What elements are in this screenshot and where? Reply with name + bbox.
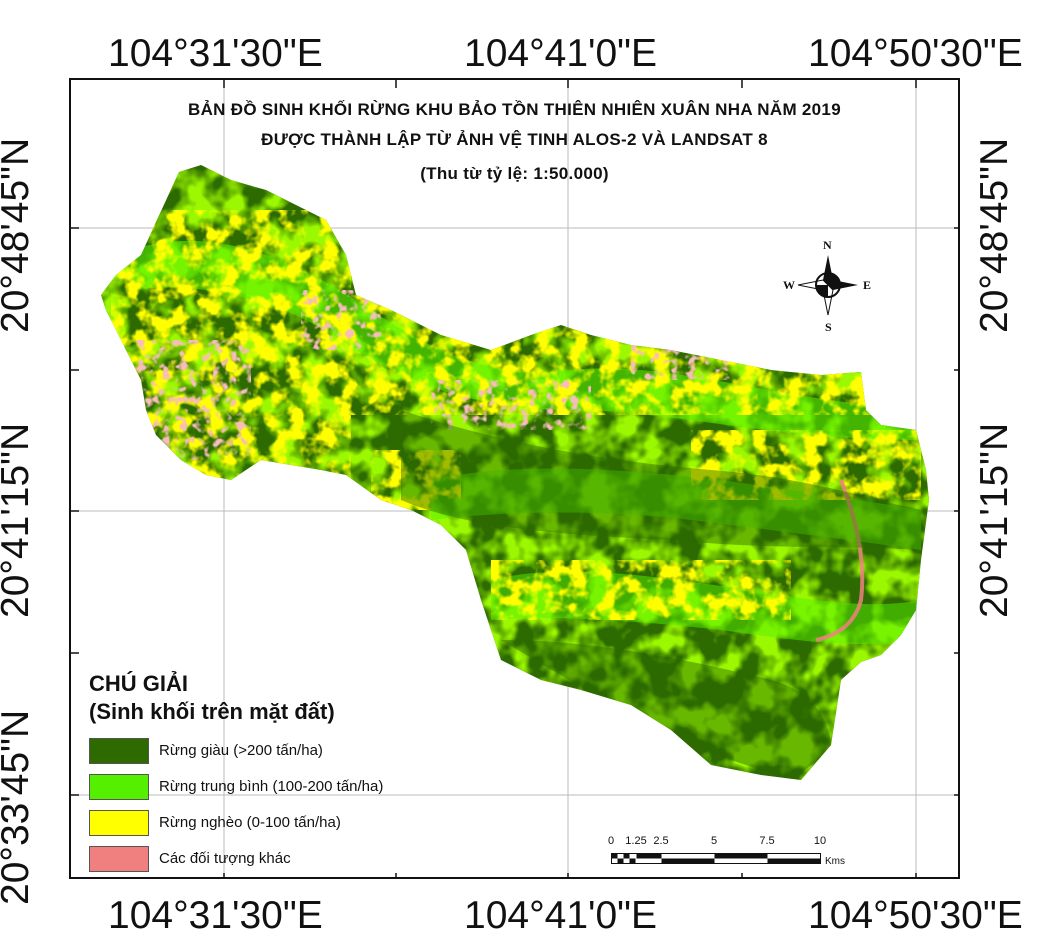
map-frame: BẢN ĐỒ SINH KHỐI RỪNG KHU BẢO TỒN THIÊN … (69, 78, 960, 879)
compass-s: S (825, 320, 832, 334)
map-title-line1: BẢN ĐỒ SINH KHỐI RỪNG KHU BẢO TỒN THIÊN … (188, 100, 841, 119)
lon-label-bottom-1: 104°31'30"E (108, 894, 323, 937)
legend-title: CHÚ GIẢI (89, 671, 188, 696)
scale-tick-0: 0 (607, 835, 615, 847)
lat-label-right-2: 20°41'15"N (973, 422, 1016, 618)
lat-label-left-1: 20°48'45"N (0, 137, 37, 333)
lat-label-left-3: 20°33'45"N (0, 709, 37, 905)
legend-subtitle: (Sinh khối trên mặt đất) (89, 698, 335, 724)
lon-label-top-2: 104°41'0"E (464, 32, 658, 75)
legend-label-rich: Rừng giàu (>200 tấn/ha) (159, 742, 323, 759)
lon-label-bottom-3: 104°50'30"E (808, 894, 1023, 937)
map-title-scale: (Thu từ tỷ lệ: 1:50.000) (420, 164, 609, 183)
north-arrow-icon: N S E W (783, 238, 873, 334)
scale-bar-graphic (611, 853, 821, 864)
compass-e: E (863, 278, 872, 292)
legend-swatch-medium (89, 774, 149, 800)
scale-tick-3: 5 (710, 835, 718, 847)
legend: CHÚ GIẢI (Sinh khối trên mặt đất) Rừng g… (89, 670, 469, 872)
lon-label-top-3: 104°50'30"E (808, 32, 1023, 75)
lat-label-right-1: 20°48'45"N (973, 137, 1016, 333)
scale-tick-4: 7.5 (759, 835, 775, 847)
scale-bar: 0 1.25 2.5 5 7.5 10 Kms (607, 835, 899, 875)
legend-label-medium: Rừng trung bình (100-200 tấn/ha) (159, 778, 384, 795)
scale-units: Kms (825, 856, 845, 867)
legend-swatch-poor (89, 810, 149, 836)
scale-tick-1: 1.25 (625, 835, 647, 847)
lon-label-top-1: 104°31'30"E (108, 32, 323, 75)
legend-label-poor: Rừng nghèo (0-100 tấn/ha) (159, 814, 341, 831)
legend-swatch-other (89, 846, 149, 872)
scale-tick-5: 10 (813, 835, 827, 847)
compass-n: N (823, 238, 832, 252)
scale-tick-2: 2.5 (653, 835, 669, 847)
biomass-area (101, 165, 929, 780)
legend-swatch-rich (89, 738, 149, 764)
map-canvas (71, 80, 958, 877)
map-title-line2: ĐƯỢC THÀNH LẬP TỪ ẢNH VỆ TINH ALOS-2 VÀ … (261, 130, 768, 149)
lat-label-left-2: 20°41'15"N (0, 422, 37, 618)
legend-label-other: Các đối tượng khác (159, 850, 291, 867)
compass-w: W (783, 278, 795, 292)
lon-label-bottom-2: 104°41'0"E (464, 894, 658, 937)
